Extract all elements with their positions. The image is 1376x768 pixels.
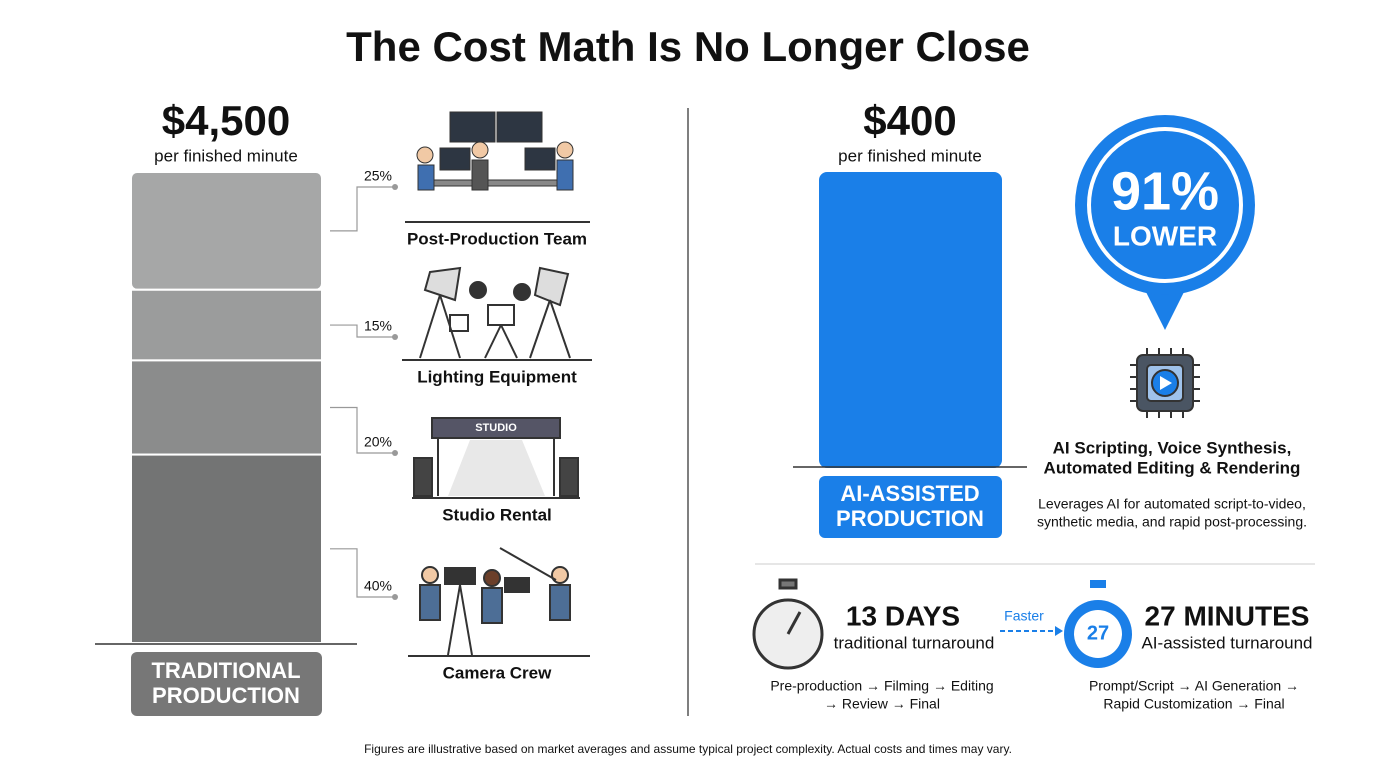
ai-label: AI-ASSISTED: [840, 481, 979, 506]
icon-post-production: [405, 111, 590, 223]
ai-heading: Automated Editing & Rendering: [1044, 458, 1301, 477]
share-label: 20%: [364, 434, 392, 450]
icon-studio: STUDIO: [412, 417, 580, 499]
ai-label: PRODUCTION: [836, 506, 984, 531]
ai-amount: $400: [863, 97, 956, 144]
connector-dot: [392, 184, 398, 190]
stack-segment: [130, 359, 323, 456]
badge-percent: 91%: [1111, 161, 1219, 221]
connector-dot: [392, 334, 398, 340]
title: The Cost Math Is No Longer Close: [346, 23, 1030, 70]
traditional-caption: traditional turnaround: [834, 633, 995, 652]
traditional-time: 13 DAYS: [846, 600, 960, 631]
connector: [330, 324, 395, 338]
component-name: Post-Production Team: [407, 229, 587, 248]
traditional-unit: per finished minute: [154, 146, 298, 165]
component-name: Studio Rental: [442, 505, 552, 524]
stack-segment: [130, 453, 323, 644]
stopwatch-blue: [1064, 580, 1132, 668]
connector-dot: [392, 594, 398, 600]
ai-caption: AI-assisted turnaround: [1141, 633, 1312, 652]
connector: [330, 186, 395, 232]
icon-camera-crew: [408, 547, 590, 657]
component-name: Camera Crew: [443, 663, 552, 682]
ai-bar: [819, 172, 1002, 468]
connector-dot: [392, 450, 398, 456]
component-name: Lighting Equipment: [417, 367, 577, 386]
traditional-flow: Pre-production → Filming → Editing: [770, 678, 993, 694]
faster-label: Faster: [1004, 608, 1044, 624]
share-label: 40%: [364, 578, 392, 594]
connector: [330, 548, 395, 598]
savings-badge: 91% LOWER: [1075, 115, 1255, 330]
stack-segment: [130, 171, 323, 291]
stacked-bar: 25% Post-Production Team 15% Lighting Equip…: [130, 168, 587, 682]
footnote: Figures are illustrative based on market…: [364, 742, 1012, 756]
ai-description: synthetic media, and rapid post-processi…: [1037, 514, 1307, 530]
faster-arrowhead: [1055, 626, 1063, 636]
ai-label-box: [819, 476, 1002, 538]
clock-label: 27: [1087, 622, 1109, 644]
traditional-label-box: [131, 652, 322, 716]
ai-description: Leverages AI for automated script-to-vid…: [1038, 496, 1306, 512]
ai-unit: per finished minute: [838, 146, 982, 165]
traditional-amount: $4,500: [162, 97, 290, 144]
ai-flow: Rapid Customization → Final: [1103, 696, 1284, 712]
share-label: 25%: [364, 168, 392, 184]
ai-time: 27 MINUTES: [1145, 600, 1310, 631]
traditional-label: TRADITIONAL: [151, 658, 300, 683]
svg-text:STUDIO: STUDIO: [475, 422, 517, 434]
stopwatch-gray: [752, 578, 824, 670]
ai-heading: AI Scripting, Voice Synthesis,: [1053, 438, 1292, 457]
traditional-label: PRODUCTION: [152, 683, 300, 708]
share-label: 15%: [364, 318, 392, 334]
chip-icon: [1130, 348, 1200, 418]
traditional-flow: → Review → Final: [824, 696, 940, 712]
icon-lighting: [402, 266, 592, 361]
ai-flow: Prompt/Script → AI Generation →: [1089, 678, 1299, 694]
badge-word: LOWER: [1113, 220, 1217, 251]
stack-segment: [130, 288, 323, 362]
connector: [330, 406, 395, 454]
